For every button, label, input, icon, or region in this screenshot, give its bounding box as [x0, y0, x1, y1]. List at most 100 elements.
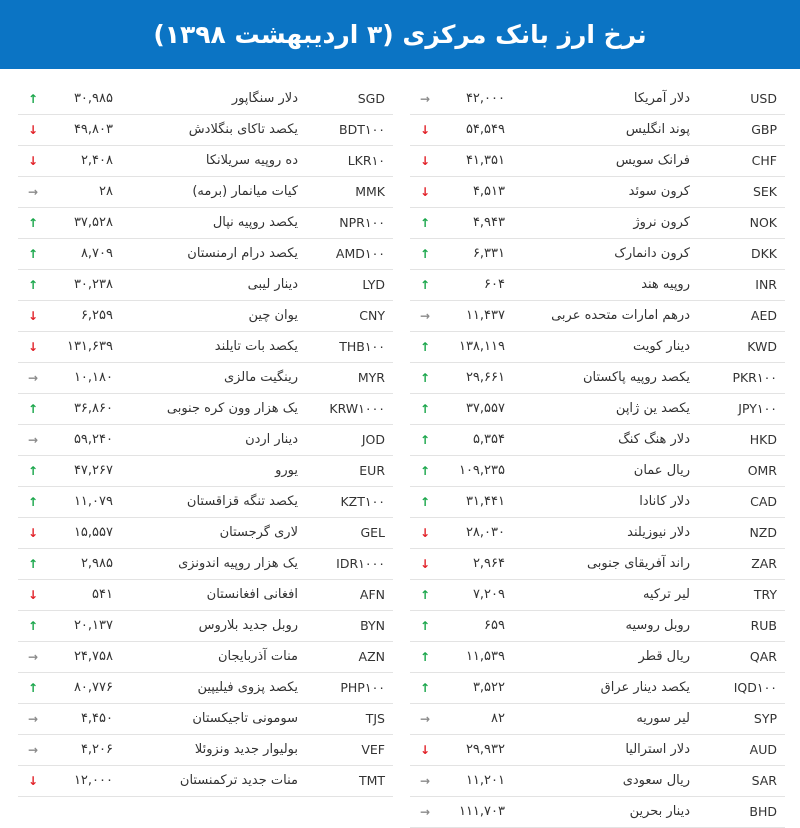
- rate-row: PKR۱۰۰ یکصد روپیه پاکستان ۲۹,۶۶۱ ↑: [410, 363, 785, 394]
- currency-name: روبل جدید بلاروس: [198, 618, 298, 633]
- currency-code: NOK: [749, 215, 777, 230]
- currency-name: راند آفریقای جنوبی: [586, 556, 690, 571]
- currency-code: AUD: [749, 742, 777, 757]
- rate-value: ۵,۳۵۴: [472, 432, 505, 447]
- currency-name: درهم امارات متحده عربی: [551, 308, 690, 323]
- arrow-up-icon: ↑: [28, 92, 39, 106]
- rate-value: ۴,۹۴۳: [472, 215, 505, 230]
- rate-row: DKK کرون دانمارک ۶,۳۳۱ ↑: [410, 239, 785, 270]
- arrow-right-icon: →: [420, 712, 431, 726]
- rate-row: QAR ریال قطر ۱۱,۵۳۹ ↑: [410, 642, 785, 673]
- arrow-up-icon: ↑: [28, 681, 39, 695]
- rate-value: ۳۱,۴۴۱: [465, 494, 505, 509]
- currency-code: CAD: [750, 494, 777, 509]
- rate-value: ۱۰۹,۲۳۵: [458, 463, 505, 478]
- rate-value: ۳۷,۵۵۷: [465, 401, 505, 416]
- rate-value: ۶۵۹: [484, 618, 505, 633]
- currency-code: TMT: [358, 773, 385, 788]
- rate-row: VEF بولیوار جدید ونزوئلا ۴,۲۰۶ →: [18, 735, 393, 766]
- rate-value: ۸۰,۷۷۶: [73, 680, 113, 695]
- currency-code: KWD: [747, 339, 777, 354]
- currency-code: BYN: [360, 618, 385, 633]
- currency-name: دینار لیبی: [247, 277, 298, 292]
- currency-name: دینار بحرین: [629, 804, 690, 819]
- rate-value: ۲,۹۶۴: [472, 556, 505, 571]
- rate-row: MYR رینگیت مالزی ۱۰,۱۸۰ →: [18, 363, 393, 394]
- rate-value: ۱۱,۲۰۱: [465, 773, 505, 788]
- currency-name: یک هزار روپیه اندونزی: [178, 556, 298, 571]
- rate-row: JPY۱۰۰ یکصد ین ژاپن ۳۷,۵۵۷ ↑: [410, 394, 785, 425]
- arrow-up-icon: ↑: [420, 402, 431, 416]
- currency-name: یکصد بات تایلند: [214, 339, 298, 354]
- rate-value: ۵۹,۲۴۰: [73, 432, 113, 447]
- rate-row: NPR۱۰۰ یکصد روپیه نپال ۳۷,۵۲۸ ↑: [18, 208, 393, 239]
- currency-name: یکصد درام ارمنستان: [187, 246, 298, 261]
- currency-name: لیر ترکیه: [642, 587, 690, 602]
- arrow-up-icon: ↑: [420, 464, 431, 478]
- currency-code: SYP: [753, 711, 777, 726]
- rate-row: IDR۱۰۰۰ یک هزار روپیه اندونزی ۲,۹۸۵ ↑: [18, 549, 393, 580]
- currency-code: IQD۱۰۰: [733, 680, 777, 695]
- currency-name: دلار هنگ کنگ: [618, 432, 690, 447]
- rate-row: GEL لاری گرجستان ۱۵,۵۵۷ ↓: [18, 518, 393, 549]
- rate-value: ۲۹,۶۶۱: [465, 370, 505, 385]
- arrow-right-icon: →: [420, 774, 431, 788]
- currency-code: SGD: [357, 91, 385, 106]
- currency-code: MMK: [355, 184, 385, 199]
- currency-code: TRY: [753, 587, 777, 602]
- rate-row: NZD دلار نیوزیلند ۲۸,۰۳۰ ↓: [410, 518, 785, 549]
- arrow-up-icon: ↑: [420, 247, 431, 261]
- currency-code: RUB: [750, 618, 777, 633]
- currency-name: یکصد پزوی فیلیپین: [197, 680, 298, 695]
- arrow-up-icon: ↑: [420, 650, 431, 664]
- rate-value: ۴۷,۲۶۷: [73, 463, 113, 478]
- rate-value: ۱۰,۱۸۰: [73, 370, 113, 385]
- rate-row: KZT۱۰۰ یکصد تنگه قزاقستان ۱۱,۰۷۹ ↑: [18, 487, 393, 518]
- currency-code: IDR۱۰۰۰: [336, 556, 385, 571]
- rate-value: ۷,۲۰۹: [472, 587, 505, 602]
- currency-code: PHP۱۰۰: [340, 680, 385, 695]
- currency-name: روبل روسیه: [625, 618, 691, 633]
- rates-table-left: SGD دلار سنگاپور ۳۰,۹۸۵ ↑ BDT۱۰۰ یکصد تاکای ب…: [18, 84, 393, 797]
- rate-row: TRY لیر ترکیه ۷,۲۰۹ ↑: [410, 580, 785, 611]
- currency-code: THB۱۰۰: [339, 339, 385, 354]
- rate-value: ۴,۲۰۶: [80, 742, 113, 757]
- currency-code: JPY۱۰۰: [738, 401, 777, 416]
- currency-name: ریال سعودی: [622, 773, 690, 788]
- currency-code: MYR: [357, 370, 385, 385]
- arrow-up-icon: ↑: [28, 247, 39, 261]
- rate-value: ۲۸: [99, 184, 113, 199]
- rate-row: AZN منات آذربایجان ۲۴,۷۵۸ →: [18, 642, 393, 673]
- currency-name: کرون دانمارک: [614, 246, 690, 261]
- rate-value: ۳۰,۲۳۸: [73, 277, 113, 292]
- rate-row: CAD دلار کانادا ۳۱,۴۴۱ ↑: [410, 487, 785, 518]
- arrow-up-icon: ↑: [420, 216, 431, 230]
- rate-row: ZAR راند آفریقای جنوبی ۲,۹۶۴ ↓: [410, 549, 785, 580]
- arrow-down-icon: ↓: [28, 340, 39, 354]
- currency-name: کیات میانمار (برمه): [192, 184, 298, 199]
- currency-name: دینار کویت: [633, 339, 690, 354]
- rate-row: BDT۱۰۰ یکصد تاکای بنگلادش ۴۹,۸۰۳ ↓: [18, 115, 393, 146]
- rate-row: SAR ریال سعودی ۱۱,۲۰۱ →: [410, 766, 785, 797]
- rate-row: KRW۱۰۰۰ یک هزار وون کره جنوبی ۳۶,۸۶۰ ↑: [18, 394, 393, 425]
- rate-row: MMK کیات میانمار (برمه) ۲۸ →: [18, 177, 393, 208]
- currency-name: روپیه هند: [641, 277, 690, 292]
- rates-table-right: USD دلار آمریکا ۴۲,۰۰۰ → GBP پوند انگلیس ۵۴,۵۴…: [410, 84, 785, 828]
- arrow-up-icon: ↑: [420, 433, 431, 447]
- arrow-up-icon: ↑: [420, 371, 431, 385]
- arrow-right-icon: →: [28, 185, 39, 199]
- rate-value: ۶,۲۵۹: [80, 308, 113, 323]
- arrow-down-icon: ↓: [28, 154, 39, 168]
- currency-name: فرانک سویس: [615, 153, 690, 168]
- arrow-up-icon: ↑: [28, 464, 39, 478]
- arrow-up-icon: ↑: [28, 495, 39, 509]
- rate-row: CNY یوان چین ۶,۲۵۹ ↓: [18, 301, 393, 332]
- page-header: نرخ ارز بانک مرکزی (۳ اردیبهشت ۱۳۹۸): [0, 0, 800, 69]
- currency-name: پوند انگلیس: [625, 122, 690, 137]
- currency-name: یکصد دینار عراق: [600, 680, 690, 695]
- rate-row: EUR یورو ۴۷,۲۶۷ ↑: [18, 456, 393, 487]
- rate-value: ۱۱۱,۷۰۳: [458, 804, 505, 819]
- rate-row: SEK کرون سوئد ۴,۵۱۳ ↓: [410, 177, 785, 208]
- arrow-up-icon: ↑: [28, 216, 39, 230]
- rate-row: SGD دلار سنگاپور ۳۰,۹۸۵ ↑: [18, 84, 393, 115]
